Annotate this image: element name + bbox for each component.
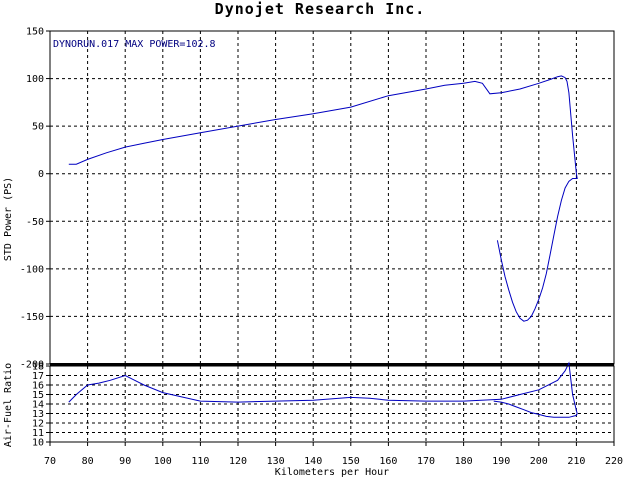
- xtick-label: 70: [44, 456, 56, 467]
- power-frame: [49, 30, 615, 365]
- xtick-label: 90: [119, 456, 131, 467]
- xtick-label: 190: [492, 456, 510, 467]
- x-axis-label: Kilometers per Hour: [275, 467, 389, 478]
- power-ytick-label: 100: [26, 74, 44, 85]
- power-plot: 150 100 50 0 -50 -100 -150 -200: [20, 27, 615, 371]
- xtick-label: 80: [82, 456, 94, 467]
- xtick-label: 160: [379, 456, 397, 467]
- afr-ytick-label: 10: [32, 438, 44, 449]
- power-ytick-label: 150: [26, 27, 44, 38]
- afr-ytick-label: 14: [32, 400, 44, 411]
- power-series-line: [68, 75, 578, 322]
- power-ytick-label: 0: [38, 169, 44, 180]
- xtick-label: 150: [342, 456, 360, 467]
- xtick-label: 200: [530, 456, 548, 467]
- afr-ytick-label: 18: [32, 362, 44, 373]
- chart-title: Dynojet Research Inc.: [214, 0, 426, 18]
- afr-ytick-label: 12: [32, 419, 44, 430]
- afr-ytick-label: 11: [32, 428, 44, 439]
- afr-frame: [49, 365, 615, 443]
- power-ytick-label: -150: [20, 312, 44, 323]
- xtick-label: 210: [567, 456, 585, 467]
- air-fuel-axis-label: Air-Fuel Ratio: [3, 363, 14, 447]
- xtick-label: 140: [304, 456, 322, 467]
- power-ytick-label: -200: [20, 360, 44, 371]
- xtick-label: 220: [605, 456, 623, 467]
- xtick-label: 170: [417, 456, 435, 467]
- power-ytick-label: -100: [20, 264, 44, 275]
- xtick-label: 110: [191, 456, 209, 467]
- afr-ytick-label: 16: [32, 381, 44, 392]
- xtick-label: 180: [455, 456, 473, 467]
- afr-ytick-label: 15: [32, 390, 44, 401]
- x-axis: 70 80 90 100 110 120 130 140 150 160 170 180 190 200 2…: [44, 442, 623, 467]
- power-ytick-label: -50: [26, 217, 44, 228]
- xtick-label: 120: [229, 456, 247, 467]
- afr-ytick-label: 13: [32, 409, 44, 420]
- power-ytick-label: 50: [32, 122, 44, 133]
- power-axis-label: STD Power (PS): [3, 177, 14, 261]
- xtick-label: 130: [267, 456, 285, 467]
- afr-series-line: [68, 361, 578, 418]
- afr-ytick-label: 17: [32, 371, 44, 382]
- xtick-label: 100: [154, 456, 172, 467]
- run-annotation: DYNORUN.017 MAX POWER=102.8: [53, 39, 216, 50]
